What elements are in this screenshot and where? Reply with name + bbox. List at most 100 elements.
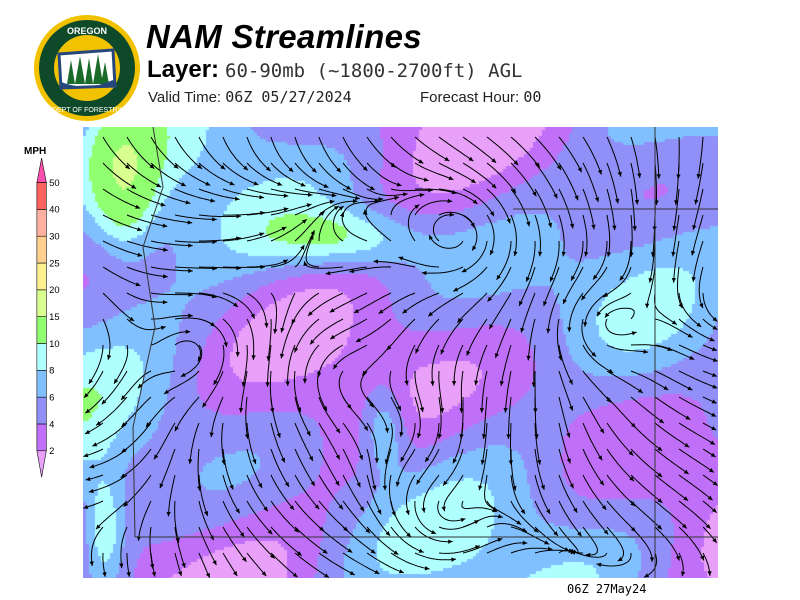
streamline-arrowhead xyxy=(125,164,130,170)
streamline xyxy=(486,542,528,554)
streamline xyxy=(582,448,605,486)
streamline xyxy=(145,396,176,428)
streamline xyxy=(102,240,143,257)
streamline xyxy=(318,162,352,190)
streamline xyxy=(694,162,704,205)
streamline-arrowhead xyxy=(712,357,718,362)
streamline-arrowhead xyxy=(430,381,435,386)
streamline-arrowhead xyxy=(384,428,390,433)
streamline xyxy=(424,422,440,463)
streamline xyxy=(174,396,200,432)
streamline xyxy=(159,448,176,489)
streamline-arrowhead xyxy=(359,506,365,512)
streamline xyxy=(510,547,553,554)
streamline xyxy=(558,370,574,411)
streamline xyxy=(462,214,478,251)
streamline-arrowhead xyxy=(629,476,634,482)
streamline-arrowhead xyxy=(362,370,367,376)
streamline xyxy=(582,370,612,403)
legend-swatch xyxy=(36,209,47,237)
streamline xyxy=(294,136,317,173)
legend-tick-label: 20 xyxy=(49,285,60,296)
streamline xyxy=(150,266,193,272)
streamline-arrowhead xyxy=(597,169,602,175)
streamline-arrowhead xyxy=(599,428,604,434)
streamline-arrowhead xyxy=(418,548,424,553)
streamline-arrowhead xyxy=(188,268,193,274)
streamline-arrowhead xyxy=(252,458,257,464)
legend-swatch xyxy=(36,235,47,264)
streamline-arrowhead xyxy=(689,355,695,360)
streamline xyxy=(174,266,218,270)
streamline xyxy=(596,553,632,567)
streamline-arrowhead xyxy=(311,167,317,173)
streamline xyxy=(606,396,637,429)
streamline-arrowhead xyxy=(129,316,135,321)
streamline xyxy=(366,422,378,464)
streamline-arrowhead xyxy=(658,418,664,424)
streamline xyxy=(353,292,392,314)
streamline xyxy=(438,136,474,162)
wind-speed-legend: 2 4 6 8 10 15 20 25 30 40 50 xyxy=(36,158,60,478)
streamline xyxy=(198,136,226,170)
streamline xyxy=(92,422,128,447)
streamline-arrowhead xyxy=(712,481,718,486)
streamline-arrowhead xyxy=(707,495,713,501)
streamline xyxy=(582,214,588,257)
streamline xyxy=(291,292,320,325)
streamline xyxy=(462,538,503,554)
streamline xyxy=(150,292,193,296)
streamline xyxy=(582,526,599,556)
streamline xyxy=(198,318,228,348)
streamline-arrowhead xyxy=(319,211,325,216)
streamline xyxy=(630,188,636,231)
streamline xyxy=(452,422,464,464)
streamline-arrowhead xyxy=(612,225,617,231)
streamline-arrowhead xyxy=(354,195,360,201)
streamline-arrowhead xyxy=(428,187,433,193)
streamline-arrowhead xyxy=(712,372,717,377)
streamline-arrowhead xyxy=(444,156,450,162)
streamline xyxy=(432,214,455,242)
legend-tick-label: 25 xyxy=(49,258,60,269)
streamline xyxy=(606,370,644,394)
streamline xyxy=(462,136,497,164)
streamline xyxy=(246,162,283,186)
streamline xyxy=(318,500,349,532)
streamline-arrowhead xyxy=(402,192,408,197)
streamline-arrowhead xyxy=(265,166,271,172)
streamline xyxy=(174,214,217,220)
streamline xyxy=(246,500,273,535)
streamline xyxy=(102,188,141,209)
streamline xyxy=(558,474,578,513)
streamline xyxy=(428,234,464,249)
streamline xyxy=(396,448,416,487)
streamline-arrowhead xyxy=(705,523,711,529)
streamline xyxy=(654,344,695,360)
streamline xyxy=(174,240,218,243)
streamline-arrowhead xyxy=(385,531,391,536)
streamline-arrowhead xyxy=(402,308,408,314)
streamline xyxy=(649,240,656,283)
streamline-arrowhead xyxy=(497,537,503,543)
streamline-arrowhead xyxy=(283,193,289,198)
streamline-arrowhead xyxy=(615,198,620,204)
valid-time-label: Valid Time: xyxy=(148,89,222,106)
streamline-arrowhead xyxy=(85,429,91,434)
streamline-arrowhead xyxy=(163,247,168,252)
streamline xyxy=(174,162,211,186)
streamline xyxy=(654,396,691,421)
streamline-arrowhead xyxy=(160,325,166,330)
streamline-arrowhead xyxy=(663,385,669,390)
streamline xyxy=(342,200,380,216)
streamline xyxy=(242,344,248,387)
streamline-arrowhead xyxy=(711,508,717,513)
streamline-arrowhead xyxy=(577,167,582,173)
streamline xyxy=(510,500,539,533)
streamline xyxy=(414,162,454,181)
streamline-arrowhead xyxy=(597,311,602,317)
streamline-arrowhead xyxy=(448,539,453,544)
streamline xyxy=(342,162,376,191)
streamline xyxy=(558,136,583,173)
streamline-arrowhead xyxy=(593,274,598,280)
